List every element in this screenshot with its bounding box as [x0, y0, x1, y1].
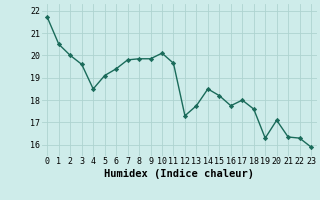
X-axis label: Humidex (Indice chaleur): Humidex (Indice chaleur): [104, 169, 254, 179]
